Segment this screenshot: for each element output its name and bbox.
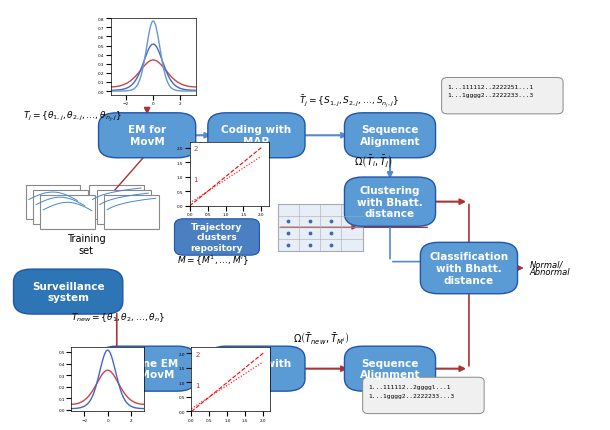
Text: Sequence
Alignment: Sequence Alignment — [360, 125, 420, 147]
FancyBboxPatch shape — [208, 114, 305, 158]
FancyBboxPatch shape — [345, 347, 436, 391]
Text: $\Omega\left(\bar{T}_{new}, \bar{T}_{M^i}\right)$: $\Omega\left(\bar{T}_{new}, \bar{T}_{M^i… — [293, 329, 349, 345]
Bar — [104, 195, 159, 230]
Point — [304, 230, 314, 237]
FancyBboxPatch shape — [99, 347, 196, 391]
Text: On-line EM
for MovM: On-line EM for MovM — [115, 358, 179, 380]
Text: $T_{new} = \{\theta_1, \theta_2, \ldots, \theta_n\}$: $T_{new} = \{\theta_1, \theta_2, \ldots,… — [71, 310, 165, 323]
Bar — [90, 185, 144, 219]
FancyBboxPatch shape — [99, 114, 196, 158]
Text: Clustering
with Bhatt.
distance: Clustering with Bhatt. distance — [357, 186, 423, 219]
Text: 1...111112..2ggggl...1: 1...111112..2ggggl...1 — [369, 384, 451, 389]
Point — [284, 230, 293, 237]
FancyBboxPatch shape — [420, 243, 517, 294]
Point — [326, 242, 336, 249]
Text: 1...1gggg2..2222233...3: 1...1gggg2..2222233...3 — [369, 393, 455, 398]
Point — [284, 218, 293, 225]
Text: Classification
with Bhatt.
distance: Classification with Bhatt. distance — [429, 252, 509, 285]
Text: Sequence
Alignment: Sequence Alignment — [360, 358, 420, 380]
Point — [304, 218, 314, 225]
FancyBboxPatch shape — [208, 347, 305, 391]
FancyBboxPatch shape — [174, 219, 259, 255]
Text: $\Omega\left(\bar{T}_i, \bar{T}_j\right)$: $\Omega\left(\bar{T}_i, \bar{T}_j\right)… — [354, 154, 392, 170]
FancyBboxPatch shape — [13, 270, 123, 314]
Text: $\bar{T}_j = \{S_{1,j}, S_{2,j}, \ldots, S_{n_j,j}\}$: $\bar{T}_j = \{S_{1,j}, S_{2,j}, \ldots,… — [299, 94, 399, 110]
Text: EM for
MovM: EM for MovM — [128, 125, 166, 147]
Point — [304, 242, 314, 249]
FancyBboxPatch shape — [345, 114, 436, 158]
Point — [326, 230, 336, 237]
FancyBboxPatch shape — [442, 78, 563, 115]
Text: 1...1gggg2..2222233...3: 1...1gggg2..2222233...3 — [448, 93, 534, 98]
Text: $T_j = \{\theta_{1,j}, \theta_{2,j}, \ldots, \theta_{n_j,j}\}$: $T_j = \{\theta_{1,j}, \theta_{2,j}, \ld… — [23, 110, 122, 124]
Text: Trajectory
clusters
repository: Trajectory clusters repository — [191, 222, 243, 252]
FancyBboxPatch shape — [363, 378, 484, 414]
Point — [326, 218, 336, 225]
Bar — [97, 190, 151, 224]
Point — [284, 242, 293, 249]
FancyBboxPatch shape — [345, 178, 436, 227]
Bar — [33, 190, 88, 224]
Bar — [278, 204, 363, 251]
Text: 1...111112..2222251...1: 1...111112..2222251...1 — [448, 84, 534, 89]
Text: Training
set: Training set — [67, 233, 106, 255]
Bar — [40, 195, 95, 230]
Text: Coding with
MAP: Coding with MAP — [221, 358, 292, 380]
Text: Coding with
MAP: Coding with MAP — [221, 125, 292, 147]
Text: Normal/: Normal/ — [529, 260, 563, 269]
Text: $M = \{M^1, \ldots, M^i\}$: $M = \{M^1, \ldots, M^i\}$ — [178, 253, 250, 267]
Bar — [26, 185, 81, 219]
Text: Surveillance
system: Surveillance system — [32, 281, 104, 303]
Text: Abnormal: Abnormal — [529, 267, 570, 276]
